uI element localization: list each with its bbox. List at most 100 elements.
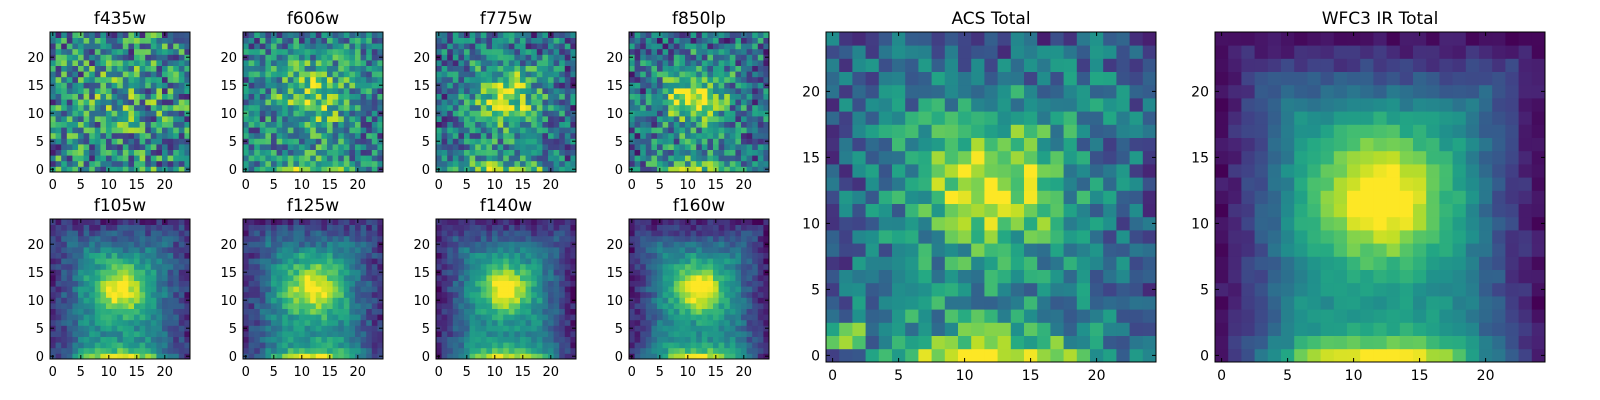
heatmap-cell xyxy=(548,263,554,270)
heatmap-cell xyxy=(282,32,289,38)
heatmap-cell xyxy=(701,132,708,139)
heatmap-cell xyxy=(469,269,476,276)
heatmap-cell xyxy=(735,43,742,50)
heatmap-cell xyxy=(371,37,378,44)
heatmap-cell xyxy=(293,65,300,72)
heatmap-cell xyxy=(452,308,459,315)
heatmap-cell xyxy=(167,104,174,111)
heatmap-cell xyxy=(458,110,465,117)
heatmap-cell xyxy=(668,54,675,61)
heatmap-cell xyxy=(304,336,311,343)
y-tick-label: 0 xyxy=(422,163,430,178)
heatmap-cell xyxy=(564,60,571,66)
heatmap-cell xyxy=(162,144,168,150)
heatmap-cell xyxy=(492,43,498,50)
heatmap-cell xyxy=(78,247,84,253)
heatmap-cell xyxy=(167,325,174,332)
heatmap-cell xyxy=(111,291,118,298)
heatmap-cell xyxy=(117,241,124,248)
heatmap-cell xyxy=(117,230,124,237)
heatmap-cell xyxy=(508,37,515,44)
heatmap-cell xyxy=(673,319,680,326)
heatmap-cell xyxy=(475,314,482,321)
heatmap-cell xyxy=(629,336,635,343)
heatmap-cell xyxy=(508,65,515,72)
heatmap-cell xyxy=(741,336,747,343)
heatmap-cell xyxy=(441,149,448,156)
heatmap-cell xyxy=(508,286,515,293)
heatmap-cell xyxy=(66,144,73,150)
y-tick-label: 15 xyxy=(27,79,44,94)
heatmap-cell xyxy=(542,32,549,38)
heatmap-cell xyxy=(310,297,317,304)
heatmap-cell xyxy=(145,258,152,265)
heatmap-cell xyxy=(452,149,459,156)
heatmap-cell xyxy=(548,48,554,55)
heatmap-cell xyxy=(735,110,742,117)
heatmap-cell xyxy=(464,93,470,100)
heatmap-cell xyxy=(492,76,498,83)
heatmap-cell xyxy=(662,127,669,134)
heatmap-cell xyxy=(707,303,714,309)
heatmap-cell xyxy=(66,325,73,332)
heatmap-cell xyxy=(72,303,79,309)
heatmap-cell xyxy=(377,99,384,106)
heatmap-cell xyxy=(139,314,146,321)
heatmap-cell xyxy=(315,43,322,50)
heatmap-cell xyxy=(701,116,708,122)
heatmap-cell xyxy=(299,280,305,287)
heatmap-cell xyxy=(299,54,305,61)
heatmap-cell xyxy=(634,319,641,326)
heatmap-cell xyxy=(145,235,152,242)
heatmap-cell xyxy=(66,132,73,139)
heatmap-cell xyxy=(162,297,168,304)
heatmap-cell xyxy=(690,275,697,281)
heatmap-cell xyxy=(452,104,459,111)
heatmap-cell xyxy=(366,76,373,83)
heatmap-cell xyxy=(106,155,112,162)
heatmap-cell xyxy=(117,336,124,343)
heatmap-cell xyxy=(757,297,764,304)
heatmap-cell xyxy=(436,252,442,259)
heatmap-cell xyxy=(447,160,454,167)
heatmap-cell xyxy=(72,99,79,106)
heatmap-cell xyxy=(525,93,532,100)
heatmap-cell xyxy=(497,286,504,293)
heatmap-cell xyxy=(696,132,703,139)
heatmap-cell xyxy=(66,308,73,315)
heatmap-cell xyxy=(746,121,753,128)
heatmap-cell xyxy=(117,224,124,231)
heatmap-cell xyxy=(248,82,255,89)
heatmap-cell xyxy=(645,132,652,139)
heatmap-cell xyxy=(492,37,498,44)
heatmap-cell xyxy=(464,104,470,111)
heatmap-cell xyxy=(514,347,521,354)
heatmap-cell xyxy=(360,247,367,253)
heatmap-cell xyxy=(746,347,753,354)
heatmap-cell xyxy=(701,319,708,326)
heatmap-cell xyxy=(651,342,658,349)
heatmap-cell xyxy=(679,155,686,162)
heatmap-cell xyxy=(94,110,101,117)
heatmap-cell xyxy=(304,286,311,293)
heatmap-cell xyxy=(156,336,163,343)
heatmap-cell xyxy=(377,48,384,55)
heatmap-cell xyxy=(436,60,442,66)
heatmap-cell xyxy=(548,342,554,349)
heatmap-cell xyxy=(287,353,294,360)
heatmap-cell xyxy=(150,314,157,321)
heatmap-cell xyxy=(271,76,277,83)
heatmap-cell xyxy=(72,121,79,128)
heatmap-cell xyxy=(486,48,493,55)
heatmap-cell xyxy=(271,43,277,50)
heatmap-cell xyxy=(304,342,311,349)
heatmap-cell xyxy=(757,65,764,72)
heatmap-cell xyxy=(701,160,708,167)
heatmap-cell xyxy=(134,65,140,72)
heatmap-cell xyxy=(178,149,185,156)
heatmap-cell xyxy=(679,286,686,293)
heatmap-cell xyxy=(564,110,571,117)
heatmap-cell xyxy=(254,269,261,276)
heatmap-cell xyxy=(259,104,266,111)
heatmap-cell xyxy=(134,303,140,309)
